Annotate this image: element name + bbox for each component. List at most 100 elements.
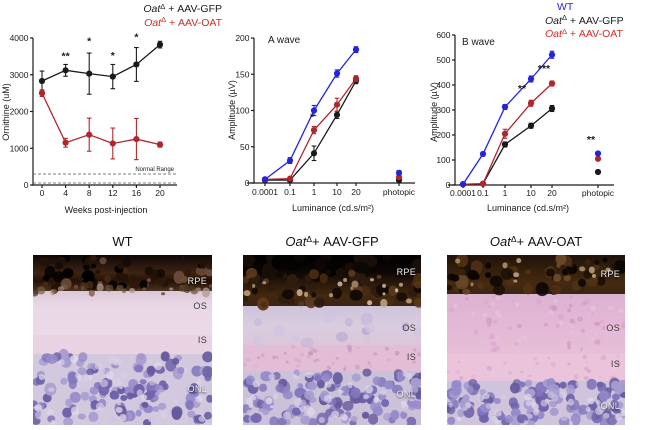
tissue-texture (545, 269, 555, 277)
layer-label-rpe: RPE (396, 266, 416, 277)
tissue-texture (384, 286, 392, 293)
onl-nucleus (517, 413, 528, 424)
tissue-texture (296, 288, 303, 297)
tissue-texture (400, 419, 408, 425)
tissue-texture (559, 321, 563, 326)
tissue-texture (54, 261, 64, 270)
tissue-texture (373, 396, 379, 404)
onl-nucleus (390, 409, 400, 420)
text-part: Δ (161, 15, 167, 24)
tissue-texture (484, 300, 488, 304)
data-point (109, 140, 116, 147)
onl-nucleus (406, 416, 417, 425)
tissue-texture (465, 297, 469, 301)
tissue-layer-is (243, 345, 421, 371)
tissue-texture (348, 270, 356, 277)
onl-nucleus (135, 409, 142, 417)
tissue-texture (40, 266, 46, 272)
data-point (133, 61, 140, 68)
onl-nucleus (344, 410, 352, 419)
onl-nucleus (349, 420, 357, 425)
onl-nucleus (549, 407, 559, 416)
tissue-texture (315, 358, 319, 362)
onl-nucleus (177, 367, 185, 374)
tissue-texture (379, 390, 387, 396)
onl-nucleus (415, 390, 421, 400)
onl-nucleus (300, 415, 310, 425)
onl-nucleus (174, 354, 182, 362)
series-line (41, 44, 161, 82)
onl-nucleus (334, 381, 341, 388)
significance-marker: ** (518, 83, 527, 95)
onl-nucleus (399, 411, 408, 419)
onl-nucleus (292, 407, 301, 416)
onl-nucleus (619, 389, 625, 398)
y-axis-label: Ornithine (uM) (1, 83, 11, 141)
normal-range-label: Normal Range (135, 167, 174, 173)
tissue-texture (37, 286, 45, 295)
onl-nucleus (332, 372, 343, 385)
y-tick-label: 200 (436, 130, 450, 140)
data-point (333, 70, 341, 77)
tissue-texture (455, 370, 461, 375)
tissue-texture (315, 258, 328, 272)
tissue-texture (384, 297, 395, 307)
tissue-texture (153, 273, 167, 285)
tissue-texture (488, 333, 495, 340)
onl-nucleus (326, 383, 336, 393)
onl-nucleus (368, 413, 379, 425)
tissue-texture (593, 262, 601, 271)
x-tick-label: 0.1 (284, 187, 296, 197)
onl-nucleus (46, 354, 58, 364)
onl-nucleus (188, 386, 198, 394)
tissue-texture (252, 380, 260, 388)
tissue-texture (269, 404, 274, 409)
os-debris (336, 331, 349, 342)
tissue-texture (331, 410, 340, 418)
tissue-texture (293, 255, 306, 263)
tissue-texture (122, 288, 127, 293)
tissue-texture (307, 354, 311, 360)
tissue-texture (299, 285, 306, 292)
onl-nucleus (327, 398, 337, 406)
onl-nucleus (472, 383, 480, 391)
tissue-texture (273, 393, 279, 400)
os-debris (363, 334, 372, 343)
tissue-texture (540, 399, 548, 407)
tissue-texture (592, 274, 597, 279)
tissue-texture (382, 284, 387, 289)
tissue-texture (271, 255, 289, 270)
onl-nucleus (69, 392, 81, 403)
data-point-photopic (594, 168, 602, 176)
y-tick-label: 600 (436, 30, 450, 40)
data-point (62, 67, 69, 74)
text-part: Oat (143, 3, 161, 15)
tissue-texture (51, 420, 56, 425)
tissue-texture (119, 414, 127, 423)
tissue-texture (252, 287, 259, 295)
tissue-texture (613, 259, 625, 274)
tissue-texture (594, 407, 603, 416)
tissue-texture (535, 282, 549, 296)
onl-nucleus (256, 399, 266, 409)
text-part: Δ (160, 1, 166, 11)
onl-nucleus (67, 371, 79, 384)
tissue-texture (44, 265, 56, 279)
onl-nucleus (277, 378, 288, 388)
tissue-texture (277, 292, 290, 304)
onl-nucleus (334, 408, 345, 417)
tissue-texture (582, 300, 587, 305)
tissue-texture (387, 358, 392, 362)
tissue-texture (282, 411, 291, 420)
onl-nucleus (516, 381, 526, 388)
onl-nucleus (190, 390, 199, 398)
tissue-texture (324, 381, 332, 389)
onl-nucleus (142, 370, 151, 378)
x-tick-label: 10 (526, 188, 536, 198)
x-tick-label: 8 (87, 188, 92, 198)
tissue-texture (320, 255, 333, 263)
tissue-texture (586, 407, 591, 412)
tissue-texture (559, 391, 568, 399)
tissue-texture (496, 335, 500, 339)
tissue-texture (160, 291, 165, 296)
